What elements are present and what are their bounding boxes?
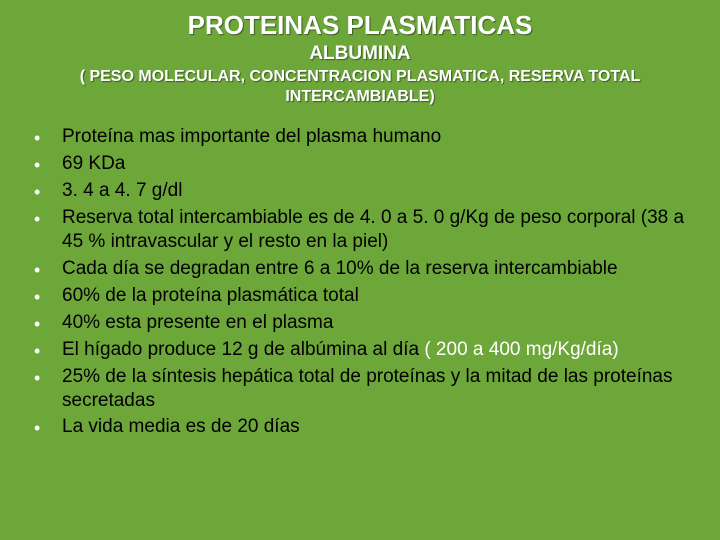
- list-item-text: Reserva total intercambiable es de 4. 0 …: [62, 206, 690, 255]
- list-item-text: La vida media es de 20 días: [62, 415, 690, 439]
- list-item-text: 60% de la proteína plasmática total: [62, 284, 690, 308]
- list-item: •69 KDa: [34, 152, 690, 177]
- bullet-marker-icon: •: [34, 311, 62, 336]
- list-item: •25% de la síntesis hepática total de pr…: [34, 365, 690, 414]
- list-item: •Reserva total intercambiable es de 4. 0…: [34, 206, 690, 255]
- list-item-text: Proteína mas importante del plasma human…: [62, 125, 690, 149]
- bullet-list: •Proteína mas importante del plasma huma…: [30, 125, 690, 441]
- slide-subheading: ( PESO MOLECULAR, CONCENTRACION PLASMATI…: [30, 67, 690, 107]
- slide-title: PROTEINAS PLASMATICAS: [30, 10, 690, 41]
- list-item-text: 25% de la síntesis hepática total de pro…: [62, 365, 690, 414]
- bullet-marker-icon: •: [34, 338, 62, 363]
- bullet-marker-icon: •: [34, 206, 62, 231]
- list-item: •3. 4 a 4. 7 g/dl: [34, 179, 690, 204]
- bullet-marker-icon: •: [34, 365, 62, 390]
- slide-subtitle: ALBUMINA: [30, 43, 690, 65]
- text-span: ( 200 a 400 mg/Kg/día): [424, 339, 618, 360]
- list-item-text: 3. 4 a 4. 7 g/dl: [62, 179, 690, 203]
- bullet-marker-icon: •: [34, 257, 62, 282]
- bullet-marker-icon: •: [34, 415, 62, 440]
- bullet-marker-icon: •: [34, 125, 62, 150]
- list-item: •Cada día se degradan entre 6 a 10% de l…: [34, 257, 690, 282]
- list-item-text: 69 KDa: [62, 152, 690, 176]
- list-item: •Proteína mas importante del plasma huma…: [34, 125, 690, 150]
- list-item-text: 40% esta presente en el plasma: [62, 311, 690, 335]
- bullet-marker-icon: •: [34, 152, 62, 177]
- list-item: •La vida media es de 20 días: [34, 415, 690, 440]
- text-span: El hígado produce 12 g de albúmina al dí…: [62, 339, 424, 360]
- bullet-marker-icon: •: [34, 284, 62, 309]
- list-item: •40% esta presente en el plasma: [34, 311, 690, 336]
- list-item: •60% de la proteína plasmática total: [34, 284, 690, 309]
- bullet-marker-icon: •: [34, 179, 62, 204]
- list-item-text: Cada día se degradan entre 6 a 10% de la…: [62, 257, 690, 281]
- list-item: •El hígado produce 12 g de albúmina al d…: [34, 338, 690, 363]
- list-item-text: El hígado produce 12 g de albúmina al dí…: [62, 338, 690, 362]
